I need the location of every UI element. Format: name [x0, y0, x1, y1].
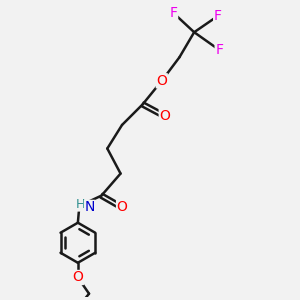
Text: H: H [76, 198, 86, 211]
Text: O: O [72, 271, 83, 284]
Text: O: O [117, 200, 128, 214]
Text: F: F [215, 43, 223, 57]
Text: O: O [159, 109, 170, 123]
Text: F: F [169, 6, 178, 20]
Text: F: F [214, 9, 222, 23]
Text: N: N [85, 200, 95, 214]
Text: O: O [156, 74, 167, 88]
